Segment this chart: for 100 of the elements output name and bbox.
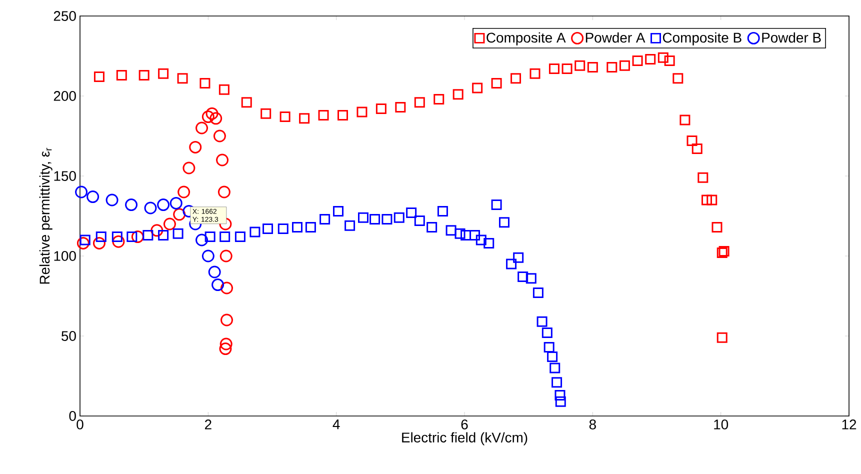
point xyxy=(172,228,184,239)
point xyxy=(664,56,675,66)
point xyxy=(547,352,558,362)
point xyxy=(299,113,310,124)
point xyxy=(158,68,169,79)
point xyxy=(491,200,502,210)
point xyxy=(460,230,472,240)
point xyxy=(606,62,618,72)
y-axis-title: Relative permittivity, ε$_{r}$ xyxy=(39,148,52,284)
point xyxy=(530,68,540,79)
point xyxy=(542,328,552,338)
point xyxy=(178,186,190,198)
point xyxy=(106,194,118,206)
legend-label: Composite A xyxy=(486,32,566,46)
point xyxy=(318,110,329,120)
point xyxy=(552,377,562,388)
point xyxy=(213,130,226,142)
point xyxy=(220,232,230,242)
point xyxy=(112,232,122,242)
point xyxy=(125,198,138,212)
y-tick-label: 200 xyxy=(54,91,76,101)
y-tick-label: 250 xyxy=(54,11,76,21)
point xyxy=(344,220,356,231)
point xyxy=(414,216,425,226)
point xyxy=(426,222,438,232)
legend-label: Composite B xyxy=(662,32,742,46)
point xyxy=(706,194,718,206)
point xyxy=(131,230,144,244)
point xyxy=(112,235,125,248)
point xyxy=(672,73,684,84)
point xyxy=(680,114,690,126)
point xyxy=(382,214,392,224)
point xyxy=(218,186,230,198)
point xyxy=(234,232,246,242)
point xyxy=(452,89,464,100)
x-tick-label: 10 xyxy=(714,420,728,430)
point xyxy=(220,250,232,262)
point xyxy=(250,226,260,238)
point xyxy=(278,224,288,234)
point xyxy=(144,202,157,214)
point xyxy=(189,140,202,154)
point xyxy=(484,238,494,248)
point xyxy=(210,112,222,125)
point xyxy=(170,196,182,210)
point xyxy=(510,73,522,84)
point xyxy=(437,206,448,216)
point xyxy=(80,234,90,246)
point xyxy=(220,314,234,326)
point xyxy=(138,70,150,80)
point xyxy=(548,64,560,74)
point xyxy=(532,288,544,298)
point xyxy=(526,273,536,284)
point xyxy=(96,232,106,242)
point xyxy=(220,338,232,350)
point xyxy=(554,390,566,400)
point xyxy=(220,282,234,294)
point xyxy=(218,84,230,95)
point xyxy=(434,94,444,104)
point xyxy=(94,72,104,82)
point xyxy=(219,342,232,356)
x-tick-label: 2 xyxy=(204,420,212,430)
point xyxy=(216,154,229,166)
point xyxy=(86,190,100,204)
point xyxy=(506,258,517,270)
point xyxy=(206,107,218,120)
point xyxy=(142,230,154,240)
point xyxy=(356,106,368,118)
y-tick-label: 0 xyxy=(69,411,76,421)
point xyxy=(92,236,106,250)
point xyxy=(574,60,586,71)
point xyxy=(212,278,224,292)
x-tick-label: 4 xyxy=(332,420,340,430)
y-tick-label: 100 xyxy=(54,251,76,261)
point xyxy=(370,214,380,224)
x-tick-label: 12 xyxy=(842,420,856,430)
point xyxy=(550,362,560,374)
point xyxy=(645,54,656,64)
point xyxy=(518,272,528,282)
point xyxy=(544,342,554,352)
point xyxy=(632,56,643,66)
point xyxy=(686,136,698,146)
point xyxy=(712,222,722,232)
point xyxy=(262,224,274,234)
x-axis-title: Electric field (kV/cm) xyxy=(402,432,528,446)
point xyxy=(292,222,302,232)
point xyxy=(414,97,425,108)
x-tick-label: 6 xyxy=(461,420,468,430)
point xyxy=(692,144,702,154)
point xyxy=(513,252,524,263)
legend-label: Powder A xyxy=(586,32,646,43)
point xyxy=(75,186,88,198)
point xyxy=(701,194,712,206)
point xyxy=(555,396,566,407)
point xyxy=(472,82,483,94)
point xyxy=(305,222,316,232)
point xyxy=(177,73,188,84)
point xyxy=(587,62,598,72)
point xyxy=(208,266,221,278)
point xyxy=(446,225,456,236)
point xyxy=(241,97,252,108)
